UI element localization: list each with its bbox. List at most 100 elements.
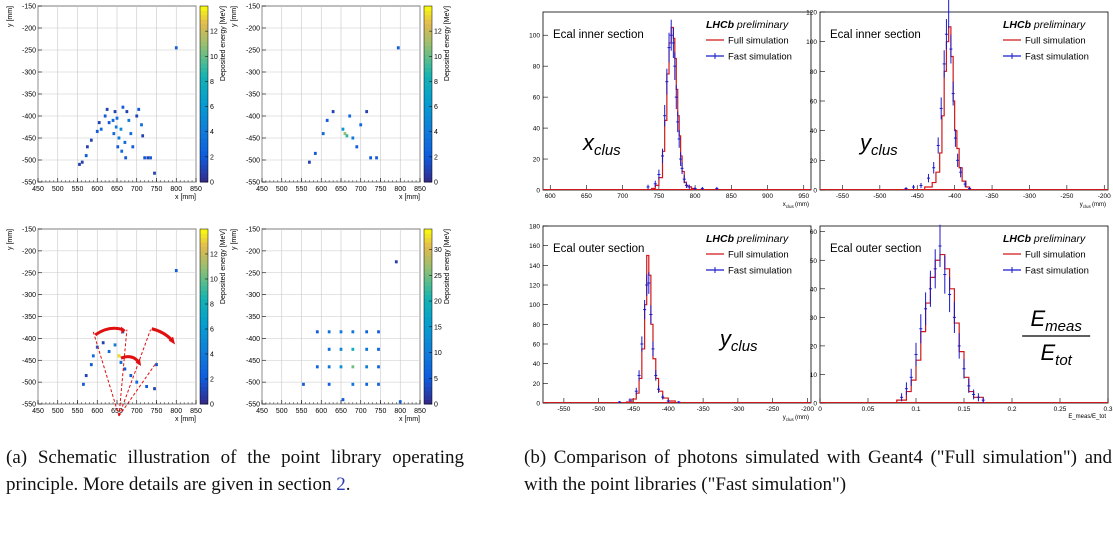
colorbar-segment — [200, 98, 208, 104]
colorbar-segment — [200, 19, 208, 25]
colorbar-tick-label: 0 — [434, 402, 438, 409]
heatmap-cell — [149, 156, 152, 160]
x-tick-label: 900 — [762, 193, 773, 200]
x-tick-label: 650 — [335, 186, 347, 193]
heatmap-cell — [129, 132, 133, 136]
colorbar-segment — [200, 277, 208, 282]
x-tick-label: -250 — [1060, 193, 1073, 200]
heatmap-cell — [82, 382, 85, 386]
colorbar-segment — [200, 151, 208, 157]
heatmap-cell — [78, 162, 81, 166]
y-tick-label: -300 — [246, 292, 260, 299]
colorbar-segment — [200, 320, 208, 326]
y-tick-label: 60 — [810, 229, 818, 236]
colorbar-segment — [200, 347, 208, 352]
legend-entry-full: Full simulation — [1025, 250, 1086, 261]
x-tick-label: 700 — [617, 193, 628, 200]
colorbar-segment — [424, 347, 432, 352]
heatmap-cell — [339, 347, 343, 351]
heatmap-cell — [84, 374, 88, 378]
colorbar-segment — [424, 360, 432, 366]
y-tick-label: -500 — [246, 158, 260, 165]
colorbar-segment — [424, 281, 432, 287]
colorbar-segment — [424, 45, 432, 51]
colorbar-segment — [424, 342, 432, 348]
colorbar-segment — [200, 54, 208, 60]
colorbar-segment — [424, 395, 432, 401]
legend-entry-fast: Fast simulation — [1025, 52, 1089, 63]
colorbar-segment — [200, 102, 208, 108]
colorbar-segment — [424, 373, 432, 379]
variable-label: xclus — [582, 130, 621, 159]
x-tick-label: 850 — [190, 408, 202, 415]
colorbar-segment — [424, 242, 432, 247]
colorbar-segment — [200, 45, 208, 51]
x-tick-label: -300 — [1023, 193, 1036, 200]
colorbar-segment — [200, 329, 208, 335]
colorbar-segment — [200, 360, 208, 366]
x-tick-label: -250 — [766, 406, 779, 413]
x-tick-label: 700 — [131, 408, 143, 415]
colorbar-segment — [424, 351, 432, 357]
colorbar-segment — [424, 102, 432, 108]
y-tick-label: 120 — [806, 10, 817, 17]
x-tick-label: 600 — [91, 186, 103, 193]
y-tick-label: 0 — [813, 188, 817, 195]
plot-frame — [819, 11, 1109, 191]
colorbar-segment — [424, 94, 432, 99]
y-tick-label: 60 — [810, 99, 818, 106]
x-tick-label: 800 — [394, 186, 406, 193]
colorbar-segment — [424, 285, 432, 291]
colorbar-segment — [424, 386, 432, 392]
colorbar-segment — [424, 177, 432, 183]
colorbar-segment — [424, 316, 432, 322]
x-tick-label: -350 — [697, 406, 710, 413]
colorbar-tick-label: 4 — [434, 129, 438, 136]
heatmap-cell — [141, 134, 145, 138]
y-tick-label: 80 — [810, 69, 818, 76]
colorbar-segment — [424, 294, 432, 300]
heatmap-cell — [351, 382, 355, 386]
y-tick-label: -200 — [246, 26, 260, 33]
y-tick-label: -400 — [22, 336, 36, 343]
caption-a-section-link[interactable]: 2 — [336, 474, 346, 495]
y-tick-label: -300 — [22, 70, 36, 77]
colorbar-segment — [424, 160, 432, 165]
colorbar-segment — [200, 23, 208, 29]
x-tick-label: 650 — [581, 193, 592, 200]
x-tick-label: 600 — [545, 193, 556, 200]
dashed-ray — [118, 329, 152, 417]
heatmap-cell — [351, 365, 355, 369]
colorbar-segment — [424, 259, 432, 265]
x-tick-label: 650 — [111, 408, 123, 415]
x-tick-label: 550 — [72, 408, 84, 415]
colorbar-segment — [424, 255, 432, 261]
heatmap-cell — [315, 330, 319, 334]
colorbar-segment — [200, 32, 208, 38]
colorbar-segment — [424, 277, 432, 282]
y-axis-label: y [mm] — [7, 229, 14, 250]
colorbar-segment — [200, 72, 208, 77]
colorbar-segment — [200, 303, 208, 309]
colorbar-tick-label: 10 — [210, 54, 218, 61]
heatmap-cell — [351, 347, 355, 351]
x-tick-label: -450 — [911, 193, 924, 200]
colorbar-tick-label: 2 — [210, 154, 214, 161]
heatmap-cell — [327, 365, 331, 369]
y-tick-label: 100 — [529, 302, 540, 309]
x-tick-label: 750 — [375, 186, 387, 193]
y-tick-label: 20 — [810, 158, 818, 165]
y-tick-label: -450 — [246, 136, 260, 143]
colorbar-segment — [200, 58, 208, 64]
colorbar-segment — [424, 116, 432, 121]
x-tick-label: 450 — [256, 408, 268, 415]
x-tick-label: 500 — [52, 186, 64, 193]
y-tick-label: -500 — [22, 380, 36, 387]
panel-title: Ecal outer section — [830, 243, 921, 255]
y-tick-label: -300 — [22, 292, 36, 299]
heatmap-cell — [315, 365, 319, 369]
colorbar-segment — [424, 151, 432, 157]
heatmap-cell — [89, 363, 93, 367]
dashed-ray — [118, 329, 128, 417]
brand-label: LHCb preliminary — [706, 19, 789, 31]
